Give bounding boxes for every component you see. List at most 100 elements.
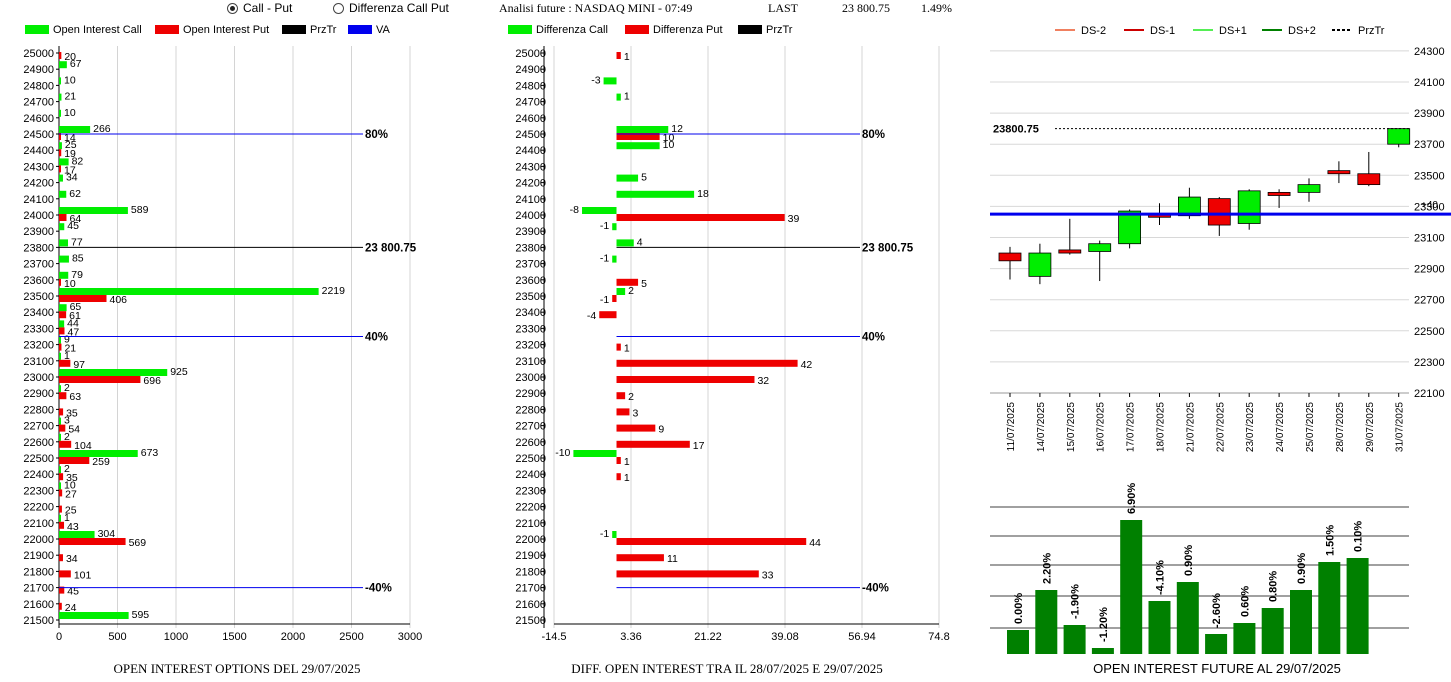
strike-label: 21700 xyxy=(515,583,546,595)
radio-call-put[interactable]: Call - Put xyxy=(227,1,292,15)
oi-future-label: 0.90% xyxy=(1296,553,1308,584)
radio-diff-label: Differenza Call Put xyxy=(349,1,449,15)
put-value-label: 47 xyxy=(67,326,79,338)
call-value-label: -3 xyxy=(591,74,600,86)
call-value-label: 82 xyxy=(72,155,84,167)
legend-label: DS-1 xyxy=(1150,25,1175,37)
strike-label: 22000 xyxy=(23,534,54,546)
strike-label: 22700 xyxy=(515,421,546,433)
strike-label: 23800 xyxy=(23,242,54,254)
put-bar xyxy=(616,457,621,464)
put-value-label: 34 xyxy=(66,553,78,565)
y-tick-label: 22900 xyxy=(1414,264,1445,276)
call-bar xyxy=(573,450,617,457)
y-tick-label: 22100 xyxy=(1414,388,1445,400)
call-value-label: 1 xyxy=(64,512,70,524)
put-value-label: 32 xyxy=(757,375,769,387)
oi-future-bar xyxy=(1261,608,1284,654)
put-bar xyxy=(59,538,126,545)
call-bar xyxy=(59,466,61,474)
x-tick-label: 1500 xyxy=(222,631,246,643)
call-value-label: 589 xyxy=(131,204,149,216)
date-label: 31/07/2025 xyxy=(1395,402,1406,452)
call-bar xyxy=(59,304,67,312)
put-bar xyxy=(616,408,630,416)
line-label: 80% xyxy=(365,129,388,141)
strike-label: 23100 xyxy=(515,356,546,368)
strike-label: 23900 xyxy=(515,226,546,238)
bear-candle xyxy=(1327,170,1351,175)
date-label: 22/07/2025 xyxy=(1215,402,1226,452)
oi-future-label: -4.10% xyxy=(1155,560,1167,595)
open-interest-future-chart: 0.00% 2.20% -1.90% -1.20% 6.90% -4.10% 0.90% -2… xyxy=(990,483,1409,676)
put-value-label: 63 xyxy=(69,391,81,403)
oi-future-bar xyxy=(1318,562,1341,654)
put-value-label: 61 xyxy=(69,310,81,322)
top-bar: Call - Put Differenza Call Put Analisi f… xyxy=(0,0,1451,18)
strike-label: 22600 xyxy=(515,437,546,449)
call-value-label: -8 xyxy=(570,204,579,216)
oi-future-label: -2.60% xyxy=(1211,593,1223,628)
put-value-label: 19 xyxy=(64,148,76,160)
call-bar xyxy=(59,288,319,295)
oi-future-bar xyxy=(1205,634,1228,654)
bull-candle xyxy=(1387,128,1411,145)
call-bar xyxy=(59,417,61,425)
put-value-label: 27 xyxy=(65,488,77,500)
call-bar xyxy=(59,450,138,457)
call-value-label: -1 xyxy=(600,253,609,265)
call-value-label: 77 xyxy=(71,236,83,248)
call-bar xyxy=(59,482,61,490)
legend-label: PrzTr xyxy=(1358,25,1385,37)
call-bar xyxy=(59,77,61,85)
strike-label: 23500 xyxy=(23,291,54,303)
call-value-label: 1 xyxy=(624,91,630,103)
call-value-label: 2 xyxy=(64,382,70,394)
put-bar xyxy=(616,392,626,400)
legend-swatch xyxy=(155,25,179,34)
strike-label: 23700 xyxy=(23,259,54,271)
call-value-label: 18 xyxy=(697,188,709,200)
put-bar xyxy=(616,359,798,367)
candlestick-chart: DS-2 DS-1 DS+1 DS+2 PrzTr 24300 24100 23900 2370… xyxy=(990,25,1451,452)
put-value-label: 21 xyxy=(64,343,76,355)
oi-future-label: -1.90% xyxy=(1070,584,1082,619)
legend-label: DS-2 xyxy=(1081,25,1106,37)
strike-label: 24100 xyxy=(23,194,54,206)
strike-label: 24300 xyxy=(515,161,546,173)
strike-label: 24000 xyxy=(23,210,54,222)
oi-future-bar xyxy=(1346,558,1369,654)
put-bar xyxy=(599,311,617,319)
put-bar xyxy=(616,214,785,221)
y-tick-label: 23300 xyxy=(1414,201,1445,213)
put-value-label: 406 xyxy=(110,294,128,306)
call-bar xyxy=(603,77,617,85)
strike-label: 21600 xyxy=(515,599,546,611)
call-value-label: 2 xyxy=(628,285,634,297)
call-bar xyxy=(616,239,634,247)
strike-label: 24400 xyxy=(23,145,54,157)
call-value-label: 12 xyxy=(671,123,683,135)
strike-label: 24900 xyxy=(515,64,546,76)
strike-label: 23300 xyxy=(23,323,54,335)
bull-candle xyxy=(1118,210,1142,245)
put-bar xyxy=(59,343,62,351)
oi-future-label: 0.60% xyxy=(1239,586,1251,617)
call-bar xyxy=(59,531,95,538)
y-tick-label: 23900 xyxy=(1414,108,1445,120)
call-value-label: 25 xyxy=(65,139,77,151)
call-value-label: 304 xyxy=(98,528,116,540)
put-bar xyxy=(59,521,65,529)
strike-label: 23200 xyxy=(23,340,54,352)
call-value-label: 2219 xyxy=(322,285,346,297)
current-price-label: 23800.75 xyxy=(993,124,1039,136)
put-bar xyxy=(59,376,141,383)
put-value-label: 42 xyxy=(801,359,813,371)
legend-label: Open Interest Put xyxy=(183,24,269,36)
put-value-label: 35 xyxy=(66,472,78,484)
put-bar xyxy=(616,376,755,383)
strike-label: 22100 xyxy=(515,518,546,530)
call-value-label: 62 xyxy=(69,188,81,200)
radio-diff-call-put[interactable]: Differenza Call Put xyxy=(333,1,449,15)
oi-future-label: -1.20% xyxy=(1098,607,1110,642)
